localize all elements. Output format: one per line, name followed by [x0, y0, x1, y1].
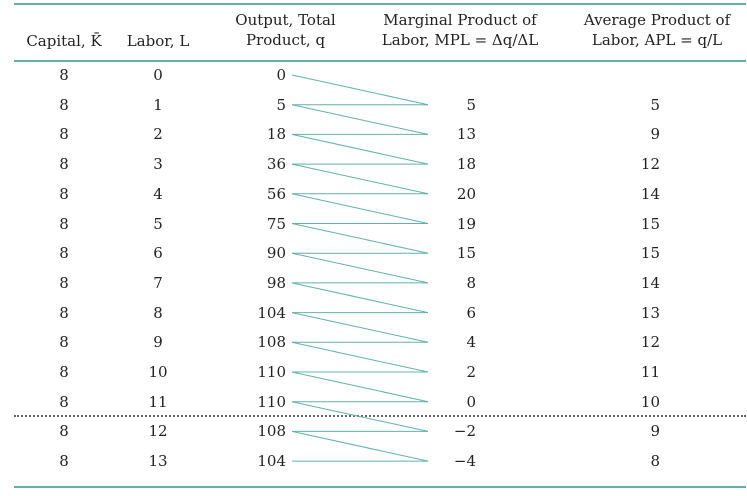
connector-from-output — [291, 312, 429, 343]
ap-cell: 10 — [640, 392, 660, 411]
capital-cell: 8 — [59, 66, 69, 84]
mp-header-line1: Marginal Product of — [383, 11, 537, 29]
mp-cell: 4 — [466, 333, 476, 352]
output-header-line2: Product, q — [245, 31, 326, 49]
connector-from-output — [291, 104, 429, 135]
ap-cell: 14 — [640, 273, 660, 292]
mp-header: Marginal Product of Labor, MPL = Δq/ΔL — [368, 10, 552, 50]
mp-cell: 8 — [466, 273, 476, 292]
mp-cell: −4 — [453, 452, 476, 471]
output-cell: 108 — [257, 333, 286, 352]
labor-header: Labor, L — [120, 31, 196, 51]
output-cell: 90 — [266, 244, 286, 263]
mp-cell: 6 — [466, 303, 476, 322]
top-rule — [14, 3, 746, 5]
capital-cell: 8 — [59, 125, 69, 144]
output-header-line1: Output, Total — [235, 11, 336, 29]
connector-from-output — [291, 371, 429, 403]
ap-cell: 12 — [640, 155, 660, 174]
capital-cell: 8 — [59, 422, 69, 441]
capital-cell: 8 — [59, 363, 69, 381]
labor-cell: 10 — [148, 363, 168, 381]
labor-cell: 0 — [153, 66, 163, 84]
capital-cell: 8 — [59, 303, 69, 322]
output-cell: 36 — [266, 155, 286, 174]
mp-cell: 13 — [456, 125, 476, 144]
mp-cell: 19 — [456, 214, 476, 233]
labor-header-text: Labor, L — [126, 32, 190, 50]
ap-header-line1: Average Product of — [583, 11, 731, 29]
labor-cell: 2 — [153, 125, 163, 144]
mp-cell: 15 — [456, 244, 476, 263]
capital-header: Capital, K̄ — [18, 31, 110, 51]
output-cell: 108 — [257, 422, 286, 441]
mp-cell: 18 — [456, 155, 476, 174]
labor-cell: 8 — [153, 303, 163, 322]
output-cell: 104 — [257, 303, 286, 322]
ap-cell: 13 — [640, 303, 660, 322]
capital-cell: 8 — [59, 155, 69, 174]
mp-header-line2: Labor, MPL = Δq/ΔL — [381, 31, 539, 49]
connector-from-output — [291, 341, 429, 373]
output-cell: 98 — [266, 273, 286, 292]
labor-cell: 1 — [153, 95, 163, 114]
connector-from-output — [291, 74, 429, 106]
output-cell: 5 — [276, 95, 286, 114]
output-cell: 75 — [266, 214, 286, 233]
mp-cell: 2 — [466, 363, 476, 381]
ap-cell: 9 — [650, 422, 660, 441]
capital-cell: 8 — [59, 273, 69, 292]
output-cell: 0 — [276, 66, 286, 84]
output-cell: 110 — [257, 392, 286, 411]
output-cell: 18 — [266, 125, 286, 144]
labor-cell: 9 — [153, 333, 163, 352]
ap-header: Average Product of Labor, APL = q/L — [576, 10, 738, 50]
capital-cell: 8 — [59, 244, 69, 263]
ap-cell: 11 — [640, 363, 660, 381]
connector-from-output — [291, 193, 429, 224]
header-divider — [14, 60, 746, 62]
mp-cell: 0 — [466, 392, 476, 411]
labor-cell: 13 — [148, 452, 168, 471]
mp-cell: −2 — [453, 422, 476, 441]
labor-cell: 6 — [153, 244, 163, 263]
capital-cell: 8 — [59, 392, 69, 411]
ap-header-line2: Labor, APL = q/L — [591, 31, 723, 49]
capital-cell: 8 — [59, 184, 69, 203]
capital-header-text: Capital, K̄ — [26, 32, 102, 50]
dotted-separator — [14, 415, 746, 417]
connector-from-output — [291, 430, 429, 462]
labor-cell: 5 — [153, 214, 163, 233]
capital-cell: 8 — [59, 452, 69, 471]
connector-from-output — [291, 223, 429, 254]
mp-cell: 5 — [466, 95, 476, 114]
labor-cell: 11 — [148, 392, 168, 411]
labor-cell: 7 — [153, 273, 163, 292]
connector-from-output — [291, 282, 429, 314]
ap-cell: 15 — [640, 214, 660, 233]
ap-cell: 9 — [650, 125, 660, 144]
connector-from-output — [291, 163, 429, 195]
ap-cell: 14 — [640, 184, 660, 203]
output-cell: 104 — [257, 452, 286, 471]
ap-cell: 12 — [640, 333, 660, 352]
ap-cell: 5 — [650, 95, 660, 114]
connector-from-output — [291, 252, 429, 284]
connector-from-output — [291, 133, 429, 165]
labor-cell: 12 — [148, 422, 168, 441]
capital-cell: 8 — [59, 214, 69, 233]
bottom-rule — [14, 486, 746, 488]
capital-cell: 8 — [59, 95, 69, 114]
capital-cell: 8 — [59, 333, 69, 352]
mp-cell: 20 — [456, 184, 476, 203]
ap-cell: 15 — [640, 244, 660, 263]
labor-cell: 3 — [153, 155, 163, 174]
output-cell: 56 — [266, 184, 286, 203]
labor-cell: 4 — [153, 184, 163, 203]
output-header: Output, Total Product, q — [228, 10, 343, 50]
ap-cell: 8 — [650, 452, 660, 471]
output-cell: 110 — [257, 363, 286, 381]
